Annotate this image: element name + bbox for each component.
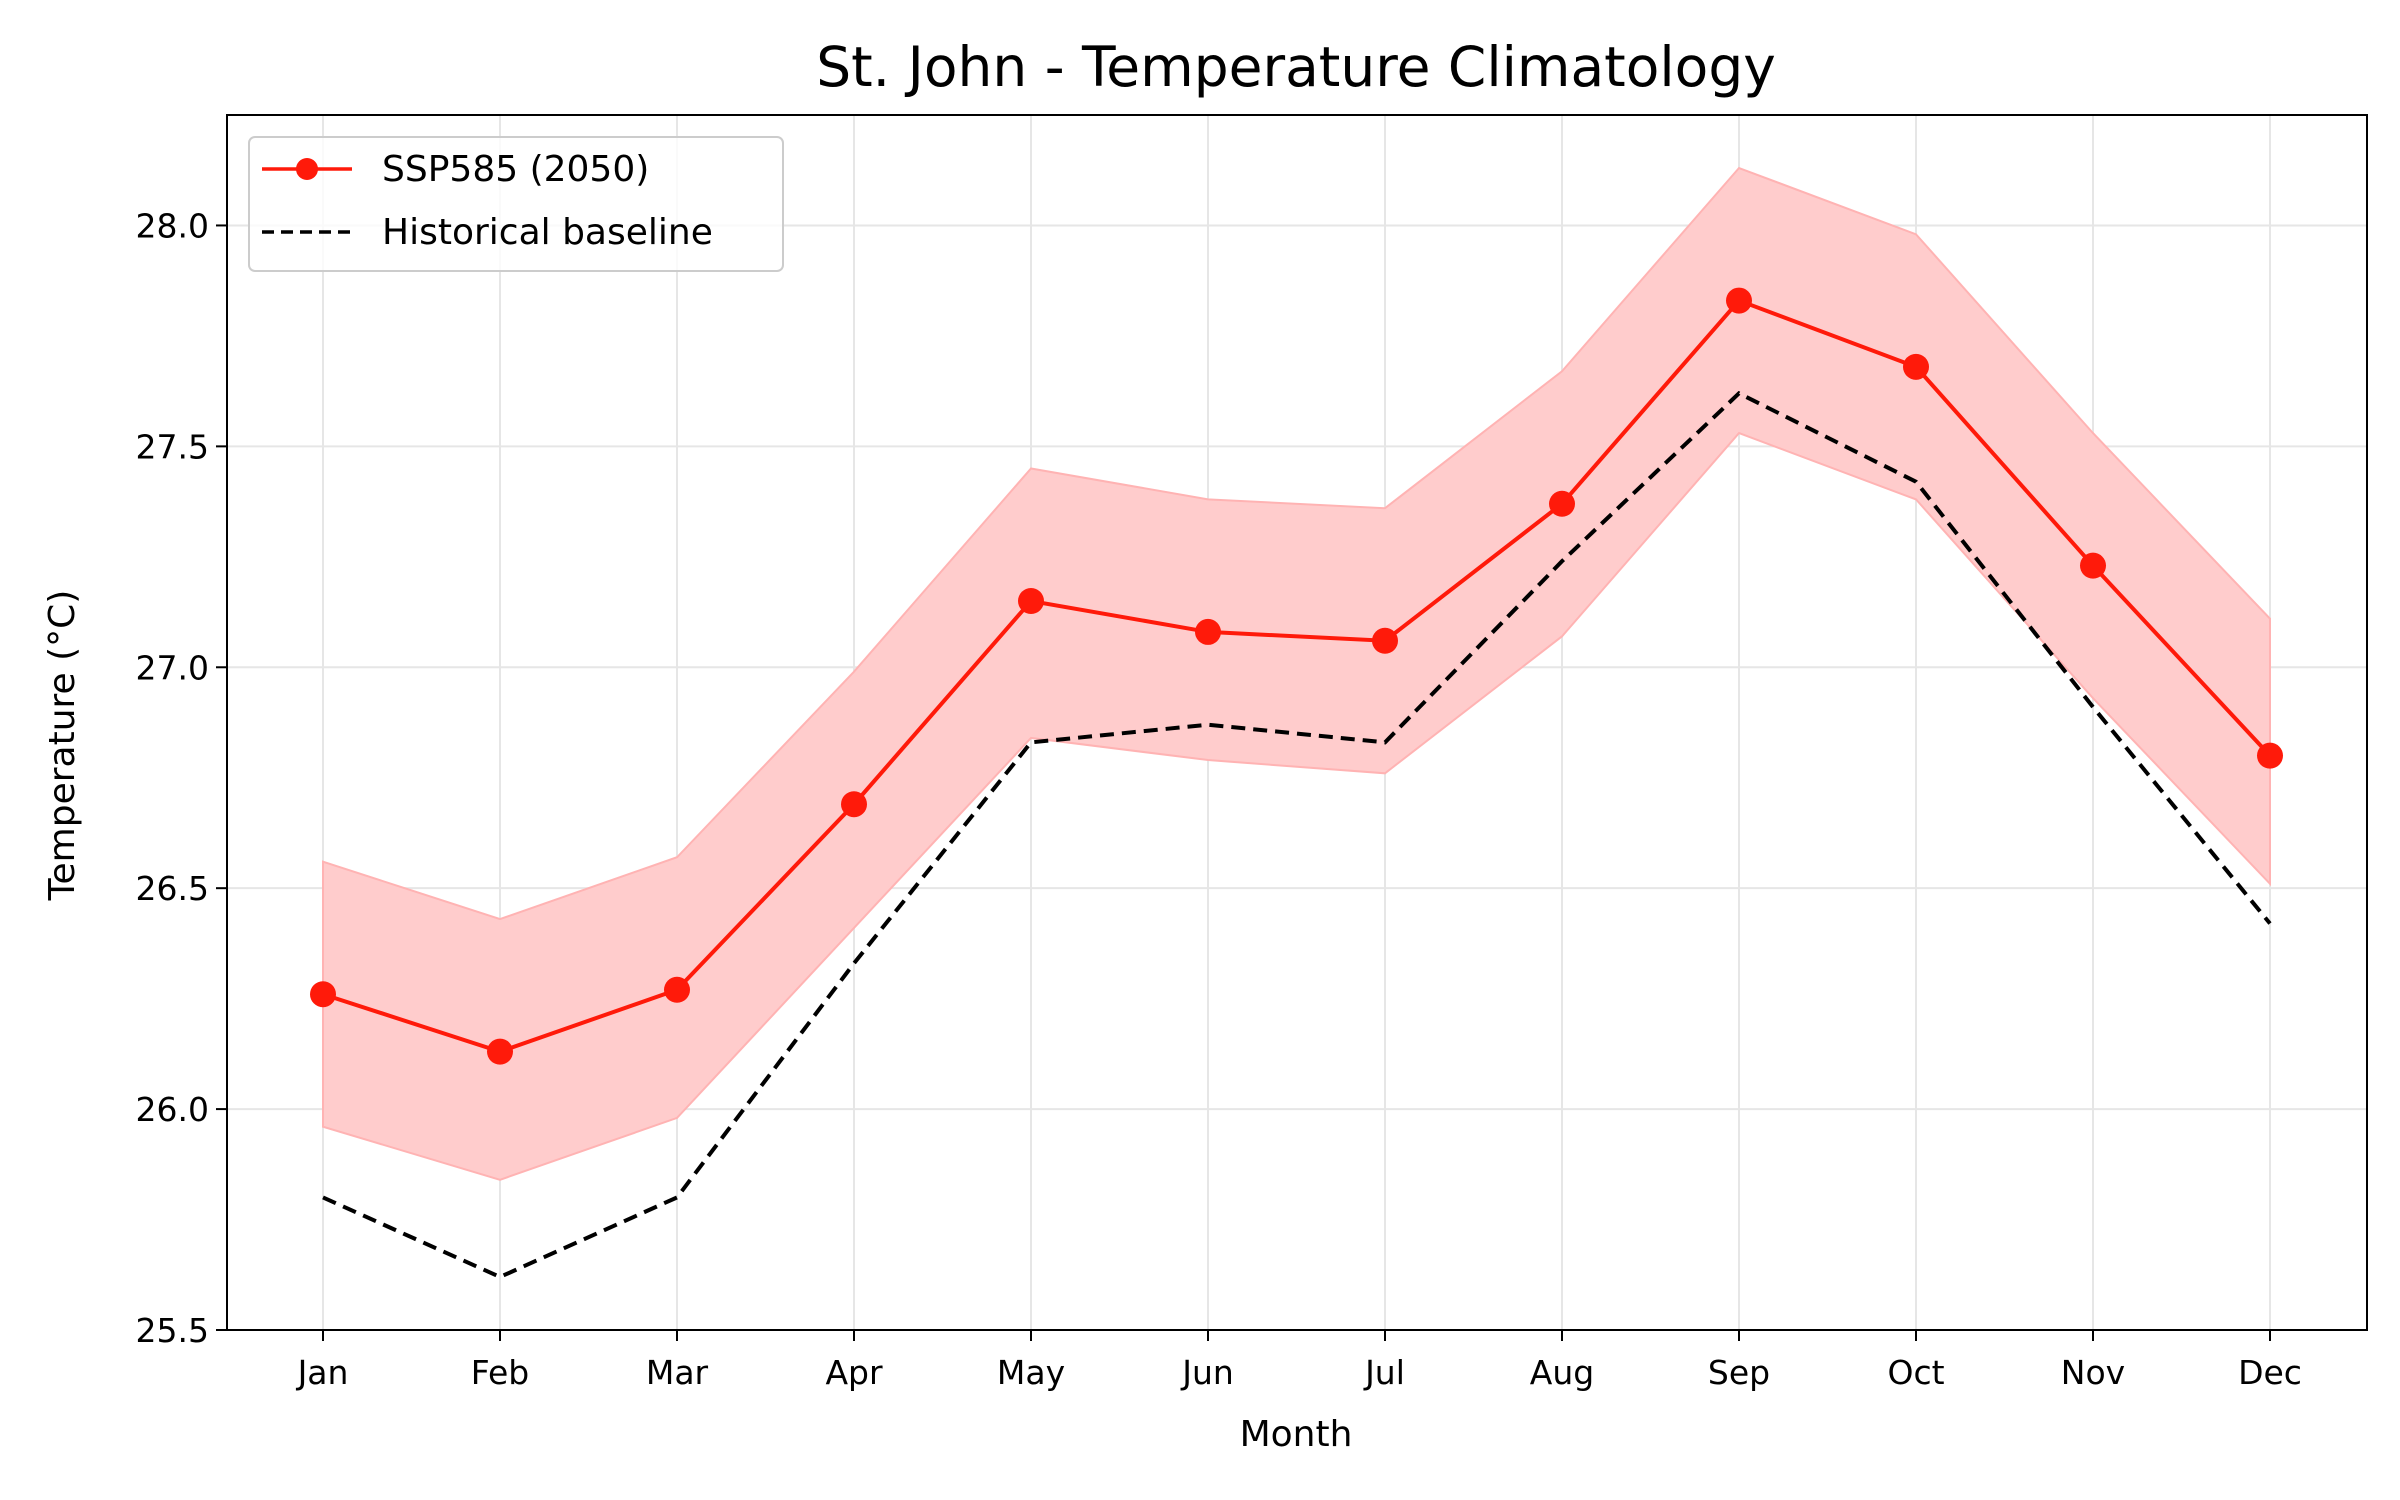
ssp585-uncertainty-band (322, 166, 2271, 1181)
y-tick-label: 28.0 (136, 206, 209, 245)
ssp585-point (310, 981, 336, 1008)
ssp585-point (664, 976, 690, 1003)
x-tick-label: May (997, 1353, 1065, 1392)
ssp585-point (1549, 490, 1575, 517)
series-lines (322, 298, 2272, 1280)
plot-frame (226, 114, 2368, 1331)
y-axis-label: Temperature (°C) (42, 590, 83, 902)
x-tick-label: Sep (1708, 1353, 1770, 1392)
y-tick-label: 26.0 (136, 1090, 209, 1129)
legend: SSP585 (2050) Historical baseline (248, 136, 784, 272)
x-tick-label: Mar (646, 1353, 709, 1392)
ssp585-point (487, 1038, 513, 1065)
x-axis-label: Month (1240, 1414, 1353, 1455)
x-tick-label: Jan (296, 1353, 349, 1392)
legend-marker-ssp585 (296, 158, 318, 180)
ssp585-point (1726, 287, 1752, 314)
x-tick-label: Jul (1363, 1353, 1405, 1392)
x-tick-label: Dec (2238, 1353, 2302, 1392)
ssp585-point (1372, 627, 1398, 654)
legend-box (248, 136, 784, 272)
y-axis: 25.5 26.0 26.5 27.0 27.5 28.0 (136, 206, 227, 1350)
y-tick-label: 26.5 (136, 869, 209, 908)
x-axis: Jan Feb Mar Apr May Jun Jul Aug Sep Oct Nov Dec (296, 1330, 2302, 1392)
ssp585-point (2080, 552, 2106, 579)
x-tick-label: Jun (1180, 1353, 1234, 1392)
x-tick-label: Oct (1887, 1353, 1944, 1392)
historical-baseline-line (322, 390, 2272, 1280)
ssp585-point (1018, 588, 1044, 614)
ssp585-point (841, 791, 867, 818)
x-tick-label: Apr (825, 1353, 883, 1392)
ssp585-point (2257, 742, 2283, 769)
y-tick-label: 25.5 (136, 1311, 209, 1350)
x-tick-label: Feb (471, 1353, 529, 1392)
legend-label-ssp585: SSP585 (2050) (382, 149, 649, 190)
ssp585-point (1195, 618, 1221, 645)
confidence-band (322, 166, 2271, 1181)
chart-title: St. John - Temperature Climatology (816, 35, 1776, 99)
y-tick-label: 27.5 (136, 427, 209, 466)
ssp585-line (322, 298, 2272, 1054)
legend-label-historical: Historical baseline (382, 212, 713, 253)
series-markers (310, 287, 2283, 1065)
x-tick-label: Aug (1530, 1353, 1594, 1392)
x-tick-label: Nov (2061, 1353, 2125, 1392)
ssp585-point (1903, 353, 1929, 380)
y-tick-label: 27.0 (136, 648, 209, 687)
